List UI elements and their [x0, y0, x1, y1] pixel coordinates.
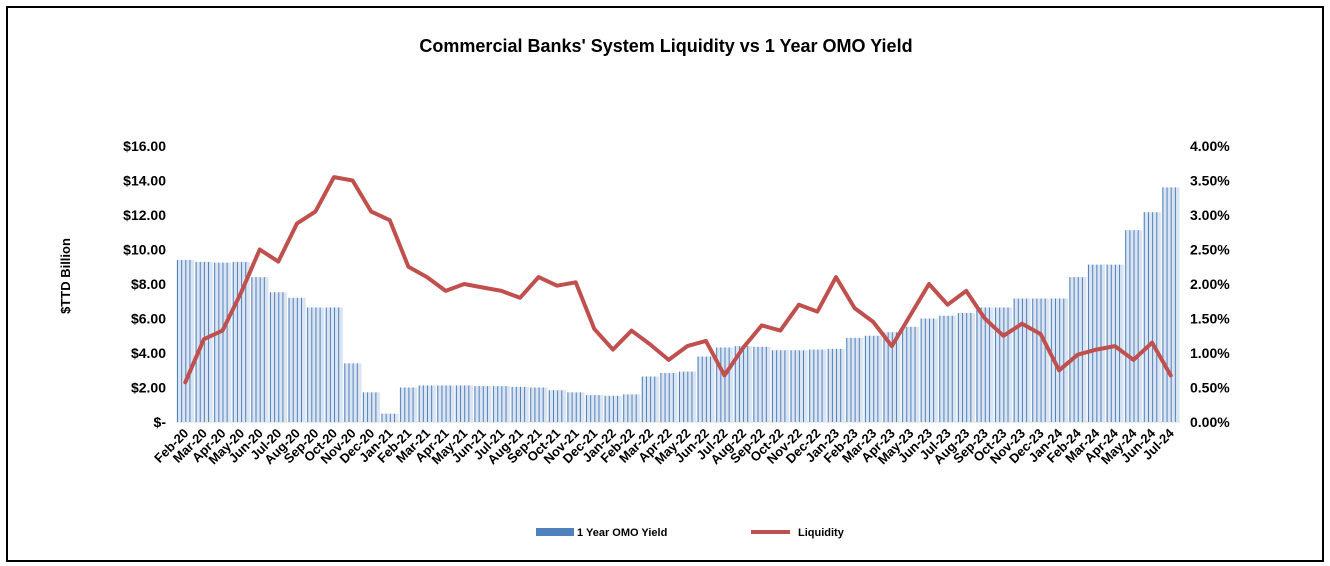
right-tick-label: 4.00% — [1190, 138, 1230, 154]
chart-svg: Commercial Banks' System Liquidity vs 1 … — [58, 36, 1230, 539]
omo-yield-bar — [790, 350, 808, 422]
omo-yield-bar — [641, 376, 659, 422]
omo-yield-bar — [1068, 277, 1087, 422]
left-tick-label: $12.00 — [123, 207, 166, 223]
omo-yield-bar — [176, 259, 195, 422]
omo-yield-bar — [1087, 264, 1106, 422]
omo-yield-bar — [529, 387, 548, 422]
omo-yield-bar — [511, 386, 529, 422]
left-tick-label: $6.00 — [131, 311, 166, 327]
legend-swatch-omo-yield — [536, 528, 574, 536]
omo-yield-bar — [734, 346, 752, 422]
omo-yield-bar — [659, 373, 678, 422]
left-tick-label: $4.00 — [131, 345, 166, 361]
liquidity-line-group — [183, 175, 1173, 385]
omo-yield-bar — [994, 307, 1013, 422]
omo-yield-bar — [455, 385, 473, 422]
omo-yield-bar — [883, 332, 901, 422]
legend: 1 Year OMO Yield Liquidity — [536, 527, 845, 539]
left-tick-label: $- — [154, 414, 167, 430]
legend-label-omo-yield: 1 Year OMO Yield — [577, 527, 667, 539]
omo-yield-bar — [381, 413, 399, 422]
right-tick-label: 1.00% — [1190, 345, 1230, 361]
liquidity-line — [183, 175, 1173, 385]
omo-yield-bar — [399, 387, 418, 422]
omo-yield-bar — [957, 312, 975, 422]
omo-yield-bar — [1143, 212, 1161, 422]
left-tick-label: $2.00 — [131, 380, 166, 396]
omo-yield-bar — [1124, 230, 1143, 422]
omo-yield-bar — [566, 392, 585, 422]
omo-yield-bar — [920, 318, 938, 422]
right-tick-label: 2.00% — [1190, 276, 1230, 292]
right-tick-label: 2.50% — [1190, 242, 1230, 258]
omo-yield-bar — [771, 350, 790, 422]
omo-yield-bar — [697, 356, 715, 422]
omo-yield-bar — [1013, 298, 1031, 422]
omo-yield-bar — [232, 261, 250, 422]
left-tick-label: $10.00 — [123, 242, 166, 258]
omo-yield-bar — [975, 307, 994, 422]
right-tick-label: 1.50% — [1190, 311, 1230, 327]
omo-yield-bar — [752, 346, 771, 422]
omo-yield-bar — [864, 335, 883, 422]
omo-yield-bar — [288, 297, 306, 422]
omo-yield-bar — [808, 349, 827, 422]
omo-yield-bar — [1106, 264, 1124, 422]
x-axis-ticks: Feb-20Mar-20Apr-20May-20Jun-20Jul-20Aug-… — [151, 425, 1177, 467]
omo-yield-bar — [901, 326, 920, 422]
omo-yield-bar — [418, 385, 436, 422]
left-tick-label: $8.00 — [131, 276, 166, 292]
omo-yield-bar — [343, 363, 362, 422]
omo-yield-bar — [473, 386, 492, 422]
omo-yield-bar — [325, 307, 343, 422]
omo-yield-bar — [1031, 298, 1050, 422]
omo-yield-bar — [585, 395, 604, 422]
chart-title: Commercial Banks' System Liquidity vs 1 … — [419, 36, 912, 56]
omo-yield-bar — [827, 348, 845, 422]
omo-yield-bar — [1161, 187, 1180, 422]
left-axis-ticks: $- $2.00 $4.00 $6.00 $8.00 $10.00 $12.00 $14.00… — [123, 138, 166, 430]
omo-yield-bar — [622, 394, 641, 422]
omo-yield-bar — [250, 277, 269, 422]
right-tick-label: 3.50% — [1190, 173, 1230, 189]
omo-yield-bar — [715, 347, 734, 422]
legend-label-liquidity: Liquidity — [798, 527, 845, 539]
omo-yield-bar — [213, 262, 232, 422]
right-tick-label: 3.00% — [1190, 207, 1230, 223]
right-axis-ticks: 0.00% 0.50% 1.00% 1.50% 2.00% 2.50% 3.00% 3.50%… — [1190, 138, 1230, 430]
omo-yield-bar — [362, 392, 381, 422]
right-tick-label: 0.50% — [1190, 380, 1230, 396]
omo-yield-bars — [176, 187, 1180, 422]
chart-frame: Commercial Banks' System Liquidity vs 1 … — [6, 6, 1324, 562]
left-tick-label: $14.00 — [123, 173, 166, 189]
omo-yield-bar — [306, 307, 325, 422]
y-axis-title: $TTD Billion — [58, 238, 73, 314]
omo-yield-bar — [548, 390, 566, 422]
omo-yield-bar — [678, 371, 697, 422]
omo-yield-bar — [604, 395, 622, 422]
omo-yield-bar — [492, 386, 511, 422]
omo-yield-bar — [269, 292, 288, 422]
left-tick-label: $16.00 — [123, 138, 166, 154]
right-tick-label: 0.00% — [1190, 414, 1230, 430]
omo-yield-bar — [845, 337, 864, 422]
omo-yield-bar — [938, 315, 957, 422]
omo-yield-bar — [436, 385, 455, 422]
